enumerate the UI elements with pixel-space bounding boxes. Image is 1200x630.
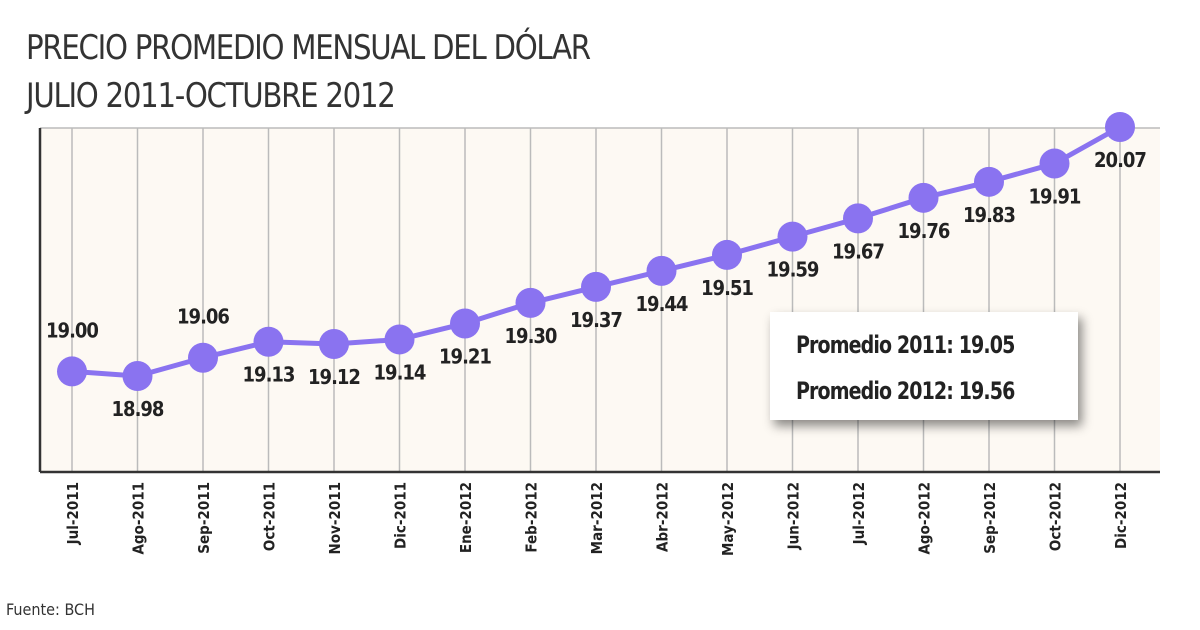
source-note: Fuente: BCH	[6, 600, 95, 619]
data-point	[908, 182, 939, 213]
data-point	[712, 239, 742, 270]
x-tick-label: Oct-2011	[261, 482, 279, 551]
data-label: 20.07	[1094, 148, 1146, 172]
data-point	[57, 356, 87, 387]
data-point	[646, 255, 677, 286]
x-tick-label: Ene-2012	[457, 482, 475, 553]
chart-subtitle: JULIO 2011-OCTUBRE 2012	[26, 76, 396, 116]
averages-box: Promedio 2011: 19.05 Promedio 2012: 19.5…	[770, 312, 1078, 420]
data-label: 19.21	[439, 344, 491, 368]
x-tick-label: Feb-2012	[523, 482, 541, 553]
x-tick-label: Mar-2012	[588, 482, 606, 554]
data-point	[515, 287, 546, 318]
x-tick-label: Jul-2012	[850, 482, 868, 545]
data-label: 19.67	[832, 239, 884, 263]
data-point	[843, 203, 873, 234]
x-tick-label: Ago-2012	[916, 482, 934, 555]
data-label: 19.51	[701, 276, 753, 300]
x-tick-label: Ago-2011	[130, 482, 148, 555]
data-point	[253, 326, 284, 357]
x-tick-label: Jul-2011	[64, 482, 82, 545]
data-label: 19.91	[1029, 185, 1081, 209]
x-tick-label: Oct-2012	[1047, 482, 1065, 551]
data-label: 19.13	[243, 363, 295, 387]
x-tick-label: Dic-2011	[392, 482, 410, 549]
data-label: 19.83	[963, 203, 1015, 227]
data-label: 19.59	[767, 258, 819, 282]
x-tick-label: Sep-2011	[195, 482, 213, 554]
data-point	[122, 361, 153, 391]
data-labels: 19.00 18.98 19.06 19.13 19.12 19.14 19.21 19.30…	[46, 148, 1147, 421]
x-tick-label: May-2012	[719, 482, 737, 556]
data-label: 18.98	[112, 397, 164, 421]
data-point	[1039, 148, 1070, 179]
data-label: 19.44	[636, 292, 688, 316]
chart-title: PRECIO PROMEDIO MENSUAL DEL DÓLAR	[26, 28, 591, 68]
data-label: 19.14	[374, 360, 426, 384]
data-point	[319, 329, 349, 360]
data-point	[188, 342, 218, 373]
average-2011-text: Promedio 2011: 19.05	[796, 331, 1015, 359]
data-label: 19.76	[898, 219, 950, 243]
data-label: 19.37	[570, 308, 622, 332]
x-tick-label: Abr-2012	[654, 482, 672, 552]
data-label: 19.12	[308, 365, 360, 389]
data-point	[974, 166, 1004, 197]
data-point	[384, 324, 415, 355]
data-point	[777, 221, 808, 252]
data-label: 19.00	[46, 318, 98, 342]
data-label: 19.30	[505, 324, 557, 348]
average-2012-text: Promedio 2012: 19.56	[796, 377, 1015, 405]
data-point	[450, 308, 480, 339]
x-tick-label: Jun-2012	[785, 482, 803, 550]
x-tick-label: Nov-2011	[326, 482, 344, 555]
x-tick-labels: Jul-2011 Ago-2011 Sep-2011 Oct-2011 Nov-2011…	[64, 482, 1130, 556]
data-point	[581, 271, 611, 302]
data-points	[57, 112, 1135, 391]
x-tick-label: Dic-2012	[1112, 482, 1130, 549]
x-tick-label: Sep-2012	[981, 482, 999, 554]
data-label: 19.06	[177, 305, 229, 329]
data-point	[1105, 112, 1135, 142]
